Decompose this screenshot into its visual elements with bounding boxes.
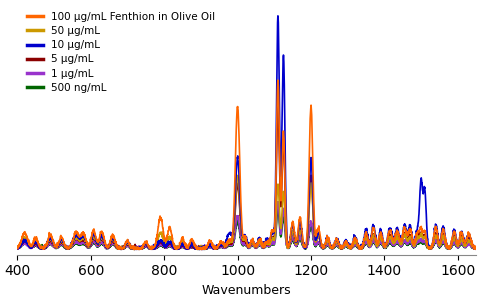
10 μg/mL: [465, 236, 470, 239]
5 μg/mL: [275, 104, 281, 108]
50 μg/mL: [211, 245, 216, 248]
X-axis label: Wavenumbers: Wavenumbers: [202, 284, 292, 297]
100 μg/mL Fenthion in Olive Oil: [465, 235, 470, 239]
5 μg/mL: [190, 246, 196, 250]
5 μg/mL: [211, 247, 216, 250]
100 μg/mL Fenthion in Olive Oil: [198, 247, 203, 251]
5 μg/mL: [473, 246, 479, 250]
10 μg/mL: [211, 245, 216, 249]
5 μg/mL: [199, 248, 204, 251]
1 μg/mL: [211, 247, 216, 251]
1 μg/mL: [196, 247, 202, 251]
500 ng/mL: [196, 248, 202, 251]
1 μg/mL: [94, 244, 100, 248]
5 μg/mL: [67, 245, 72, 249]
100 μg/mL Fenthion in Olive Oil: [14, 246, 20, 250]
10 μg/mL: [415, 221, 421, 225]
50 μg/mL: [14, 245, 20, 248]
500 ng/mL: [473, 246, 479, 250]
1 μg/mL: [14, 246, 20, 250]
500 ng/mL: [94, 245, 100, 249]
50 μg/mL: [190, 243, 196, 246]
500 ng/mL: [415, 239, 421, 242]
100 μg/mL Fenthion in Olive Oil: [190, 240, 196, 244]
Line: 1 μg/mL: 1 μg/mL: [17, 202, 476, 249]
500 ng/mL: [275, 208, 281, 211]
Line: 10 μg/mL: 10 μg/mL: [17, 16, 476, 250]
1 μg/mL: [465, 243, 470, 247]
50 μg/mL: [465, 241, 470, 245]
50 μg/mL: [235, 174, 241, 177]
5 μg/mL: [94, 242, 100, 245]
Line: 100 μg/mL Fenthion in Olive Oil: 100 μg/mL Fenthion in Olive Oil: [17, 80, 476, 249]
10 μg/mL: [473, 247, 479, 250]
500 ng/mL: [190, 247, 196, 250]
100 μg/mL Fenthion in Olive Oil: [94, 238, 100, 241]
10 μg/mL: [94, 241, 100, 245]
10 μg/mL: [275, 14, 281, 18]
1 μg/mL: [190, 245, 196, 249]
5 μg/mL: [14, 246, 20, 250]
Line: 50 μg/mL: 50 μg/mL: [17, 175, 476, 250]
500 ng/mL: [211, 247, 216, 250]
Legend: 100 μg/mL Fenthion in Olive Oil, 50 μg/mL, 10 μg/mL, 5 μg/mL, 1 μg/mL, 500 ng/mL: 100 μg/mL Fenthion in Olive Oil, 50 μg/m…: [23, 8, 219, 97]
100 μg/mL Fenthion in Olive Oil: [415, 229, 421, 233]
500 ng/mL: [67, 246, 72, 250]
Line: 5 μg/mL: 5 μg/mL: [17, 106, 476, 250]
Line: 500 ng/mL: 500 ng/mL: [17, 209, 476, 250]
500 ng/mL: [14, 247, 20, 251]
50 μg/mL: [473, 246, 479, 250]
50 μg/mL: [94, 242, 100, 246]
100 μg/mL Fenthion in Olive Oil: [67, 246, 72, 250]
10 μg/mL: [134, 248, 140, 251]
5 μg/mL: [465, 239, 470, 243]
1 μg/mL: [275, 200, 281, 204]
50 μg/mL: [136, 248, 142, 251]
10 μg/mL: [190, 244, 196, 248]
1 μg/mL: [473, 247, 479, 251]
1 μg/mL: [67, 246, 72, 250]
500 ng/mL: [465, 244, 470, 247]
50 μg/mL: [415, 237, 421, 240]
100 μg/mL Fenthion in Olive Oil: [473, 247, 479, 251]
50 μg/mL: [67, 245, 72, 249]
5 μg/mL: [415, 234, 421, 238]
100 μg/mL Fenthion in Olive Oil: [275, 78, 281, 82]
1 μg/mL: [415, 240, 421, 244]
10 μg/mL: [67, 246, 72, 250]
100 μg/mL Fenthion in Olive Oil: [211, 246, 216, 250]
10 μg/mL: [14, 246, 20, 250]
